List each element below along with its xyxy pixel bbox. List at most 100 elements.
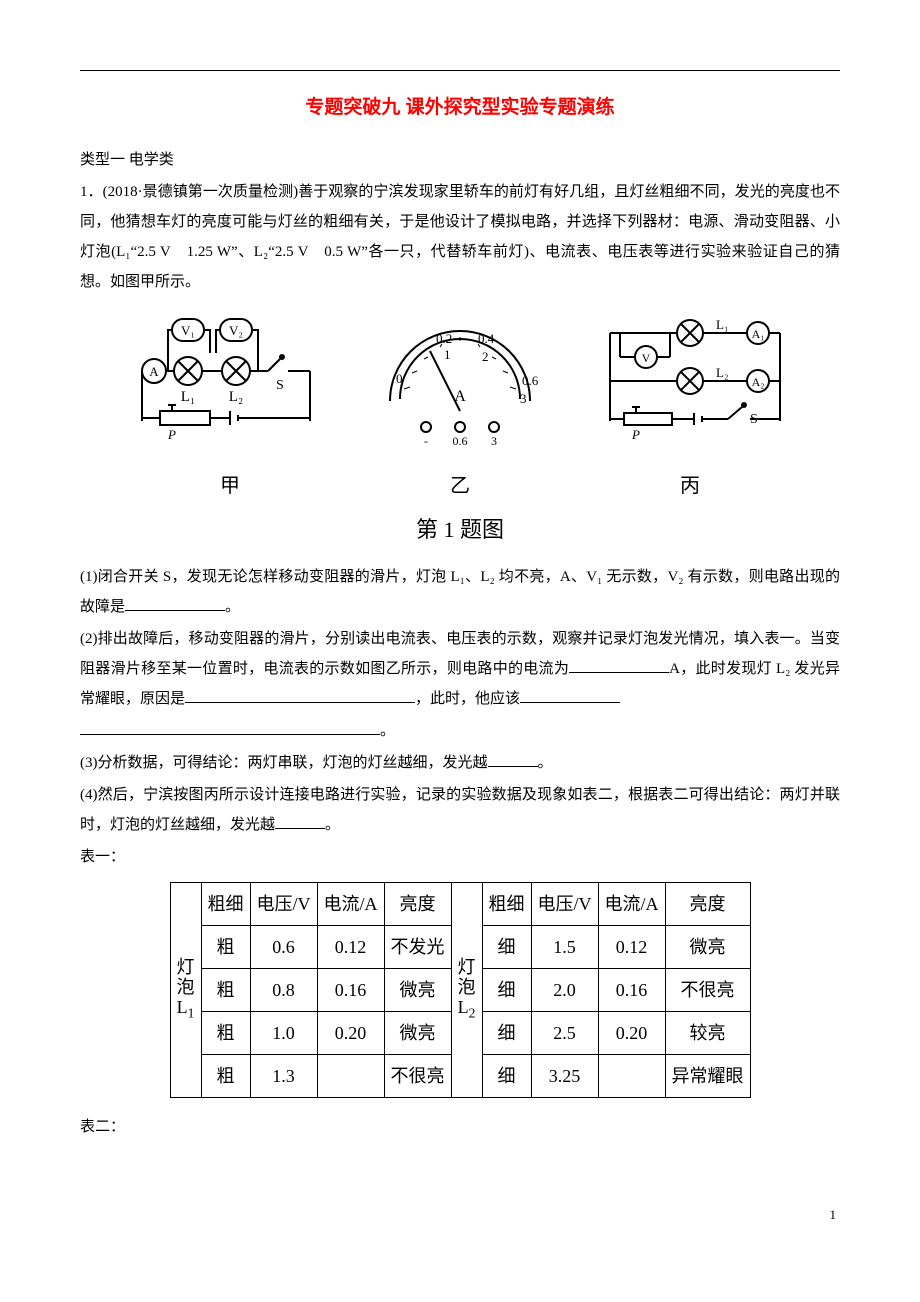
cell: 粗 <box>201 926 250 969</box>
figure-yi-label: 乙 <box>370 466 550 506</box>
cell <box>598 1055 665 1098</box>
svg-text:L₂: L₂ <box>229 389 243 405</box>
cell: 细 <box>482 1012 531 1055</box>
svg-text:A₁: A₁ <box>752 327 765 341</box>
svg-text:0: 0 <box>396 371 403 386</box>
svg-text:L₂: L₂ <box>716 365 728 380</box>
cell: 0.20 <box>598 1012 665 1055</box>
cell: 较亮 <box>665 1012 750 1055</box>
svg-text:P: P <box>631 427 640 442</box>
cell: 3.25 <box>531 1055 598 1098</box>
q4-blank <box>275 814 325 829</box>
figure-jia-label: 甲 <box>130 466 330 506</box>
svg-text:L₁: L₁ <box>716 317 728 332</box>
q1-suffix: 。 <box>225 599 240 615</box>
q2-mid: ，此时，他应该 <box>415 691 520 707</box>
th: 亮度 <box>665 883 750 926</box>
th: 电压/V <box>250 883 317 926</box>
cell: 0.6 <box>250 926 317 969</box>
th: 电压/V <box>531 883 598 926</box>
cell: 细 <box>482 926 531 969</box>
circuit-jia-svg: V₁ V₂ L₁ L₂ A <box>130 311 330 451</box>
q2-blank-current <box>569 658 669 673</box>
svg-text:A: A <box>149 364 159 379</box>
section-label: 类型一 电学类 <box>80 145 840 175</box>
svg-text:V₁: V₁ <box>181 323 195 338</box>
cell: 不很亮 <box>384 1055 451 1098</box>
cell <box>317 1055 384 1098</box>
svg-text:0.6: 0.6 <box>453 434 468 448</box>
cell: 不很亮 <box>665 969 750 1012</box>
table1-wrap: 灯泡L1 粗细 电压/V 电流/A 亮度 灯泡L2 粗细 电压/V 电流/A 亮… <box>80 882 840 1098</box>
q1-blank <box>125 596 225 611</box>
svg-text:1: 1 <box>444 347 451 362</box>
svg-text:3: 3 <box>520 391 527 406</box>
cell: 粗 <box>201 969 250 1012</box>
cell: 0.16 <box>317 969 384 1012</box>
th: 亮度 <box>384 883 451 926</box>
ammeter-yi-svg: 0 0.2 0.4 1 2 0.6 3 A - 0.6 3 <box>370 311 550 451</box>
q3-prefix: (3)分析数据，可得结论：两灯串联，灯泡的灯丝越细，发光越 <box>80 755 488 771</box>
figure-block: V₁ V₂ L₁ L₂ A <box>80 311 840 552</box>
q2-cont: 。 <box>80 716 840 746</box>
svg-text:V₂: V₂ <box>229 323 243 338</box>
cell: 1.5 <box>531 926 598 969</box>
cell: 0.20 <box>317 1012 384 1055</box>
figure-bing: L₁ L₂ A₁ A₂ V <box>590 311 790 506</box>
cell: 粗 <box>201 1012 250 1055</box>
table1-right-vlabel: 灯泡L2 <box>451 883 482 1098</box>
svg-text:0.4: 0.4 <box>478 331 495 346</box>
th: 粗细 <box>482 883 531 926</box>
svg-text:A: A <box>454 388 466 405</box>
cell: 0.12 <box>598 926 665 969</box>
cell: 2.0 <box>531 969 598 1012</box>
svg-text:A₂: A₂ <box>752 375 765 389</box>
cell: 微亮 <box>665 926 750 969</box>
svg-text:3: 3 <box>491 434 497 448</box>
th: 电流/A <box>317 883 384 926</box>
q4-text: (4)然后，宁滨按图丙所示设计连接电路进行实验，记录的实验数据及现象如表二，根据… <box>80 780 840 840</box>
q2-blank-action2 <box>80 720 380 735</box>
th: 粗细 <box>201 883 250 926</box>
svg-text:P: P <box>167 427 176 442</box>
cell: 微亮 <box>384 969 451 1012</box>
cell: 1.0 <box>250 1012 317 1055</box>
cell: 异常耀眼 <box>665 1055 750 1098</box>
figure-caption: 第 1 题图 <box>80 508 840 552</box>
cell: 细 <box>482 1055 531 1098</box>
q4-suffix: 。 <box>325 817 340 833</box>
q3-text: (3)分析数据，可得结论：两灯串联，灯泡的灯丝越细，发光越。 <box>80 748 840 778</box>
cell: 0.16 <box>598 969 665 1012</box>
svg-text:0.2: 0.2 <box>436 331 452 346</box>
q4-prefix: (4)然后，宁滨按图丙所示设计连接电路进行实验，记录的实验数据及现象如表二，根据… <box>80 787 840 833</box>
q1-text: (1)闭合开关 S，发现无论怎样移动变阻器的滑片，灯泡 L₁、L₂ 均不亮，A、… <box>80 562 840 622</box>
figure-bing-label: 丙 <box>590 466 790 506</box>
cell: 0.12 <box>317 926 384 969</box>
cell: 细 <box>482 969 531 1012</box>
figure-yi: 0 0.2 0.4 1 2 0.6 3 A - 0.6 3 <box>370 311 550 506</box>
q3-blank <box>488 752 538 767</box>
svg-text:2: 2 <box>482 349 489 364</box>
svg-text:V: V <box>642 351 651 365</box>
circuit-bing-svg: L₁ L₂ A₁ A₂ V <box>590 311 790 451</box>
cell: 粗 <box>201 1055 250 1098</box>
cell: 微亮 <box>384 1012 451 1055</box>
th: 电流/A <box>598 883 665 926</box>
table2-label: 表二： <box>80 1112 840 1142</box>
svg-text:-: - <box>424 434 428 448</box>
cell: 2.5 <box>531 1012 598 1055</box>
table1: 灯泡L1 粗细 电压/V 电流/A 亮度 灯泡L2 粗细 电压/V 电流/A 亮… <box>170 882 751 1098</box>
svg-text:L₁: L₁ <box>181 389 195 405</box>
table-header-row: 灯泡L1 粗细 电压/V 电流/A 亮度 灯泡L2 粗细 电压/V 电流/A 亮… <box>170 883 750 926</box>
page-number: 1 <box>80 1202 840 1228</box>
q2-suffix: 。 <box>380 723 395 739</box>
svg-text:0.6: 0.6 <box>522 373 539 388</box>
cell: 0.8 <box>250 969 317 1012</box>
q2-text: (2)排出故障后，移动变阻器的滑片，分别读出电流表、电压表的示数，观察并记录灯泡… <box>80 624 840 714</box>
cell: 不发光 <box>384 926 451 969</box>
figure-row: V₁ V₂ L₁ L₂ A <box>80 311 840 506</box>
figure-jia: V₁ V₂ L₁ L₂ A <box>130 311 330 506</box>
cell: 1.3 <box>250 1055 317 1098</box>
table1-label: 表一： <box>80 842 840 872</box>
table1-left-vlabel: 灯泡L1 <box>170 883 201 1098</box>
